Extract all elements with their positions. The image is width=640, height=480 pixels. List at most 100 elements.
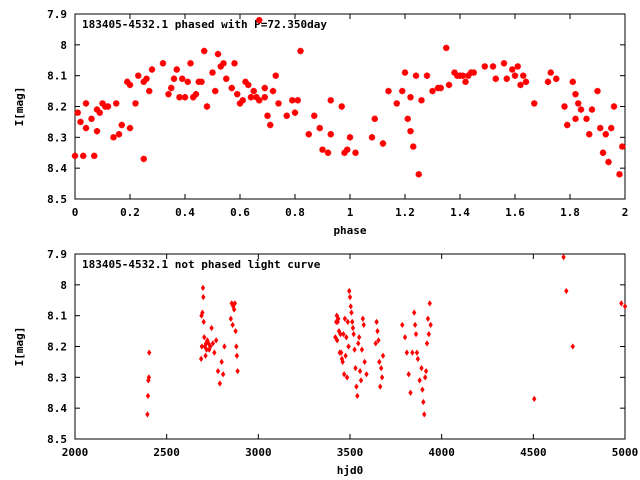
data-point (176, 94, 183, 101)
data-point (311, 112, 318, 119)
data-point (115, 131, 123, 138)
data-point (418, 97, 425, 104)
data-point (393, 100, 400, 107)
data-point (245, 81, 252, 89)
data-point (619, 300, 624, 307)
data-point (404, 115, 411, 123)
data-point (165, 90, 172, 98)
data-point (316, 124, 323, 132)
data-point (489, 63, 497, 70)
data-point (319, 146, 326, 153)
data-point (347, 287, 352, 295)
data-point (199, 343, 205, 350)
data-point (402, 334, 408, 341)
x-tick-label: 4500 (520, 446, 547, 459)
plot-title: 183405-4532.1 not phased light curve (82, 258, 321, 271)
x-tick-label: 0.4 (175, 206, 195, 219)
data-point (417, 377, 422, 384)
y-tick-label: 8.5 (47, 433, 67, 446)
data-point (200, 309, 205, 316)
data-point (415, 355, 420, 362)
data-point (345, 318, 350, 325)
plot-title: 183405-4532.1 phased with P=72.350day (82, 18, 327, 31)
data-point (344, 146, 351, 153)
y-tick-label: 8 (60, 39, 67, 52)
y-tick-label: 8 (60, 279, 67, 292)
data-point (385, 87, 392, 95)
data-point (250, 87, 257, 95)
data-point (597, 124, 604, 132)
data-point (340, 358, 345, 366)
data-point (371, 115, 378, 123)
data-point (561, 103, 568, 110)
data-point (145, 392, 151, 399)
x-tick-label: 3500 (337, 446, 364, 459)
data-point (583, 115, 590, 123)
data-point (203, 352, 208, 359)
data-point (289, 97, 296, 104)
data-point (570, 343, 575, 350)
data-point (401, 69, 409, 76)
data-point (407, 127, 414, 135)
x-tick-label: 1.8 (560, 206, 580, 219)
data-point (424, 340, 430, 347)
y-tick-label: 7.9 (47, 248, 67, 261)
x-axis-label: phase (333, 224, 366, 237)
data-point (256, 97, 263, 104)
data-point (135, 72, 142, 79)
y-tick-label: 8.3 (47, 371, 67, 384)
data-point (214, 50, 222, 58)
data-point (465, 72, 472, 79)
data-point (235, 368, 240, 375)
data-point (423, 72, 431, 79)
data-point (379, 140, 387, 147)
data-point (236, 100, 244, 107)
data-point (140, 155, 147, 163)
x-tick-label: 2500 (153, 446, 180, 459)
data-point (201, 318, 206, 325)
x-tick-label: 1.2 (395, 206, 415, 219)
data-point (342, 315, 348, 322)
data-point (348, 303, 353, 310)
data-point (147, 349, 152, 356)
data-point (553, 75, 560, 82)
data-point (219, 358, 224, 366)
data-point (407, 94, 414, 101)
data-point (511, 72, 519, 79)
y-tick-label: 8.1 (47, 310, 67, 323)
data-point (575, 100, 582, 107)
data-point (349, 309, 354, 316)
data-point (379, 374, 385, 381)
data-point (427, 300, 432, 307)
data-point (569, 78, 576, 86)
data-point (599, 149, 607, 156)
data-point (514, 63, 521, 70)
y-tick-label: 8.2 (47, 101, 67, 114)
data-point (564, 287, 569, 295)
data-point (357, 334, 362, 341)
data-point (124, 78, 131, 86)
data-point (594, 87, 601, 95)
data-point (415, 171, 422, 178)
y-tick-label: 8.1 (47, 70, 67, 83)
data-point (470, 69, 477, 76)
data-point (228, 84, 235, 92)
data-point (198, 78, 205, 86)
data-point (375, 327, 380, 335)
data-point (239, 97, 246, 104)
data-point (168, 84, 175, 92)
data-point (341, 371, 347, 378)
data-point (335, 337, 340, 344)
data-point (378, 383, 383, 390)
data-point (206, 340, 211, 347)
data-point (74, 109, 81, 116)
data-point (368, 134, 376, 141)
data-point (605, 158, 612, 166)
data-point (547, 69, 554, 76)
data-point (190, 94, 197, 101)
data-point (220, 371, 226, 378)
data-point (412, 321, 418, 329)
y-tick-label: 8.2 (47, 341, 67, 354)
data-point (159, 60, 167, 67)
data-point (451, 69, 458, 76)
